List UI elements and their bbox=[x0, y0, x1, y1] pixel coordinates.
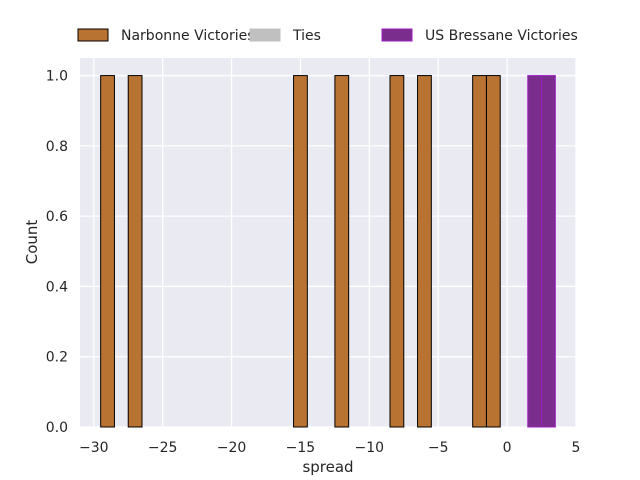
histogram-bar bbox=[389, 75, 405, 428]
y-tick-label: 0.8 bbox=[46, 139, 68, 155]
histogram-bar bbox=[293, 75, 308, 428]
y-tick-label: 1.0 bbox=[46, 69, 68, 85]
legend-label: Ties bbox=[292, 28, 321, 44]
x-tick-label: −5 bbox=[428, 440, 449, 456]
y-tick-label: 0.2 bbox=[46, 350, 68, 366]
y-tick-label: 0.4 bbox=[46, 279, 68, 295]
bars bbox=[100, 75, 556, 428]
y-axis-ticks: 0.0 0.2 0.4 0.6 0.8 1.0 bbox=[46, 69, 68, 436]
histogram-bar bbox=[127, 75, 143, 428]
x-tick-label: 0 bbox=[503, 440, 512, 456]
x-axis-label: spread bbox=[302, 458, 353, 476]
histogram-bar bbox=[541, 75, 556, 428]
legend-label: US Bressane Victories bbox=[425, 28, 578, 44]
legend-swatch bbox=[77, 28, 109, 42]
x-axis-ticks: −30 −25 −20 −15 −10 −5 0 5 bbox=[79, 440, 580, 456]
histogram-bar bbox=[417, 75, 432, 428]
x-tick-label: −25 bbox=[148, 440, 178, 456]
legend-swatch bbox=[381, 28, 413, 42]
y-tick-label: 0.0 bbox=[46, 420, 68, 436]
y-tick-label: 0.6 bbox=[46, 209, 68, 225]
legend-label: Narbonne Victories bbox=[121, 28, 255, 44]
y-axis-label: Count bbox=[23, 220, 41, 265]
plot-area bbox=[80, 58, 576, 427]
histogram-bar bbox=[527, 75, 543, 428]
histogram-bar bbox=[334, 75, 350, 428]
x-tick-label: −15 bbox=[286, 440, 316, 456]
legend-swatch bbox=[249, 28, 281, 42]
histogram-bar bbox=[472, 75, 487, 428]
histogram-bar bbox=[485, 75, 501, 428]
x-tick-label: −20 bbox=[217, 440, 247, 456]
histogram-bar bbox=[100, 75, 115, 428]
legend: Narbonne Victories Ties US Bressane Victor… bbox=[77, 28, 578, 44]
x-tick-label: 5 bbox=[572, 440, 581, 456]
x-tick-label: −30 bbox=[79, 440, 109, 456]
x-tick-label: −10 bbox=[355, 440, 385, 456]
